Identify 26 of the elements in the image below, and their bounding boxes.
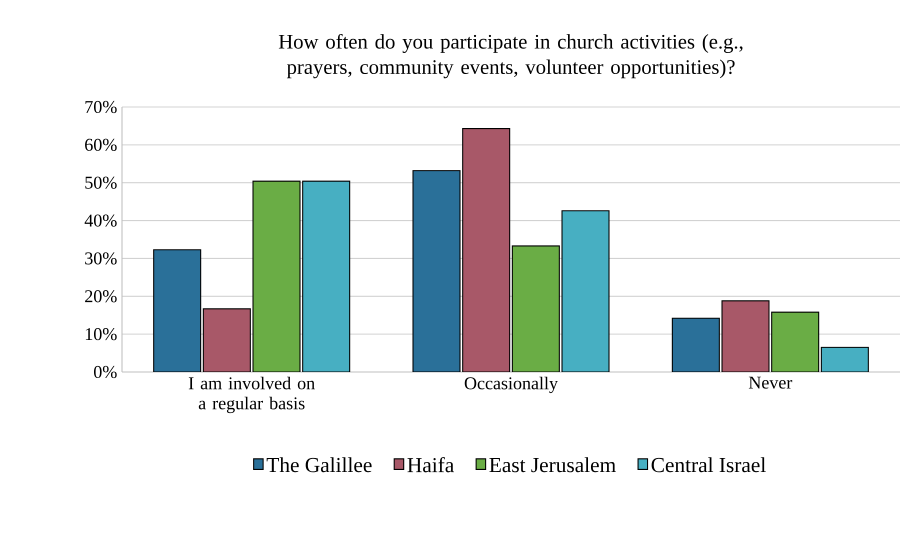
y-tick-label: 0%	[94, 366, 117, 378]
legend-label: East Jerusalem	[489, 457, 616, 472]
x-tick-label: Occasionally	[464, 376, 558, 394]
y-tick-label: 50%	[85, 176, 117, 189]
legend-label: The Galillee	[266, 457, 372, 472]
bar	[252, 180, 301, 372]
y-tick-label: 10%	[86, 328, 117, 340]
bar	[721, 300, 770, 372]
chart-title: How often do you participate in church activities (e.g., prayers, community events, volunteer opportunities)?	[278, 34, 742, 78]
bar	[771, 312, 820, 372]
y-tick-label: 40%	[84, 214, 117, 227]
y-tick-label: 30%	[85, 252, 117, 265]
x-tick-label: Never	[748, 376, 792, 389]
bar	[561, 210, 610, 372]
y-tick-label: 20%	[85, 290, 117, 302]
bar	[153, 249, 202, 372]
x-tick-label: I am involved on a regular basis	[188, 376, 315, 414]
bar	[512, 245, 560, 372]
legend-label: Haifa	[408, 457, 454, 472]
legend-label: Central Israel	[652, 457, 766, 472]
y-tick-label: 60%	[85, 138, 117, 151]
bar	[302, 180, 350, 372]
bar	[462, 128, 510, 372]
y-tick-label: 70%	[85, 100, 117, 114]
bar	[820, 346, 869, 372]
bar	[202, 308, 251, 372]
